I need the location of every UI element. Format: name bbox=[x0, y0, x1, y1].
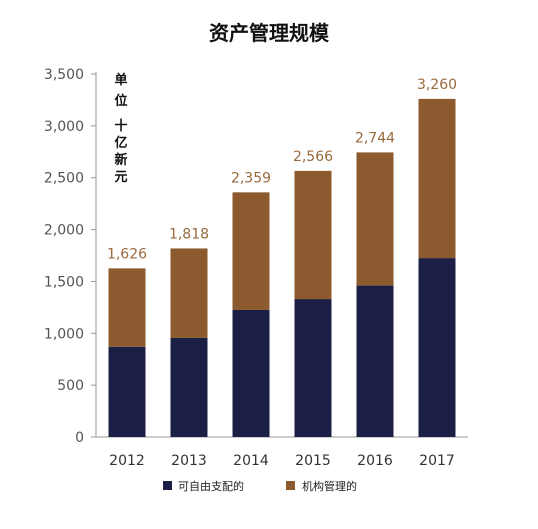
x-tick-label-2017: 2017 bbox=[419, 453, 455, 469]
total-label-2015: 2,566 bbox=[293, 149, 333, 165]
legend-swatch-discretionary bbox=[163, 481, 172, 490]
unit-label-char: 亿 bbox=[114, 135, 127, 151]
legend-swatch-institutional bbox=[286, 481, 295, 490]
y-tick-label: 2,500 bbox=[44, 171, 84, 187]
unit-label-char: 位 bbox=[114, 93, 127, 109]
total-label-2013: 1,818 bbox=[169, 226, 209, 242]
bar-institutional-2012 bbox=[108, 268, 146, 347]
y-tick-label: 0 bbox=[75, 430, 84, 446]
legend-label-discretionary: 可自由支配的 bbox=[178, 479, 244, 493]
bar-discretionary-2014 bbox=[232, 309, 270, 437]
bar-institutional-2016 bbox=[356, 152, 394, 286]
y-tick-label: 2,000 bbox=[44, 223, 84, 239]
bar-discretionary-2016 bbox=[356, 285, 394, 437]
y-tick-label: 500 bbox=[57, 378, 84, 394]
bar-discretionary-2017 bbox=[418, 258, 456, 437]
x-tick-label-2012: 2012 bbox=[109, 453, 145, 469]
y-axis: 0 500 1,000 1,500 2,000 2,500 3,000 3,500 bbox=[44, 67, 97, 446]
y-tick-label: 1,000 bbox=[44, 326, 84, 342]
unit-label-char: 十 bbox=[114, 118, 127, 134]
bar-institutional-2017 bbox=[418, 98, 456, 259]
y-tick-label: 3,500 bbox=[44, 67, 84, 83]
y-tick-label: 3,000 bbox=[44, 119, 84, 135]
total-label-2012: 1,626 bbox=[107, 246, 147, 262]
legend: 可自由支配的 机构管理的 bbox=[163, 479, 357, 493]
x-tick-label-2013: 2013 bbox=[171, 453, 207, 469]
unit-label-char: 新 bbox=[114, 152, 127, 168]
chart-title: 资产管理规模 bbox=[209, 21, 330, 45]
bar-institutional-2013 bbox=[170, 248, 208, 338]
legend-label-institutional: 机构管理的 bbox=[302, 479, 357, 493]
total-label-2014: 2,359 bbox=[231, 170, 271, 186]
x-axis: 2012 2013 2014 2015 2016 2017 bbox=[96, 436, 468, 469]
total-label-2016: 2,744 bbox=[355, 130, 395, 146]
unit-label-char: 单 bbox=[114, 72, 127, 88]
total-labels: 1,626 1,818 2,359 2,566 2,744 3,260 bbox=[107, 77, 457, 262]
y-tick-label: 1,500 bbox=[44, 274, 84, 290]
bar-institutional-2015 bbox=[294, 170, 332, 300]
total-label-2017: 3,260 bbox=[417, 77, 457, 93]
x-tick-label-2015: 2015 bbox=[295, 453, 331, 469]
bar-discretionary-2015 bbox=[294, 299, 332, 437]
bar-discretionary-2013 bbox=[170, 337, 208, 437]
bar-institutional-2014 bbox=[232, 192, 270, 310]
x-tick-label-2014: 2014 bbox=[233, 453, 269, 469]
bar-discretionary-2012 bbox=[108, 346, 146, 437]
bars bbox=[108, 98, 456, 437]
unit-label-char: 元 bbox=[114, 170, 127, 185]
x-tick-label-2016: 2016 bbox=[357, 453, 393, 469]
